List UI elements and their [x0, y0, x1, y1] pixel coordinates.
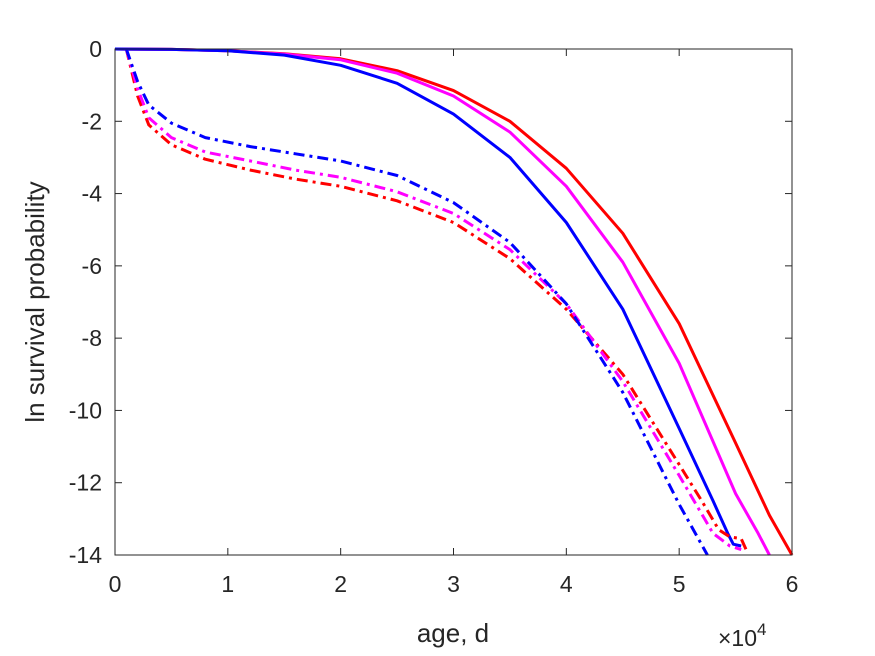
x-tick-label: 6	[786, 571, 799, 597]
y-tick-label: 0	[89, 36, 102, 62]
x-ticks: 0 1 2 3 4 5 6	[109, 49, 799, 597]
y-tick-label: -14	[69, 542, 102, 568]
x-axis-label: age, d	[417, 618, 489, 648]
series-layer	[114, 47, 794, 556]
x-tick-label: 2	[334, 571, 347, 597]
series-line-3	[114, 47, 742, 548]
x-tick-label: 3	[447, 571, 460, 597]
x-exponent-power: 4	[757, 620, 766, 639]
x-tick-label: 5	[673, 571, 686, 597]
x-tick-label: 0	[109, 571, 122, 597]
series-line-5	[124, 48, 742, 552]
y-axis-label: ln survival probability	[20, 181, 50, 422]
y-tick-label: -8	[82, 325, 102, 351]
y-tick-label: -2	[82, 108, 102, 134]
x-tick-label: 4	[560, 571, 573, 597]
y-tick-label: -12	[69, 470, 102, 496]
x-exponent-base: ×10	[718, 625, 757, 651]
x-tick-label: 1	[221, 571, 234, 597]
x-exponent-label: ×104	[718, 620, 766, 651]
y-tick-label: -4	[82, 181, 103, 207]
y-tick-label: -6	[82, 253, 102, 279]
y-tick-label: -10	[69, 397, 102, 423]
series-line-6	[124, 48, 709, 556]
plot-area	[115, 49, 792, 555]
y-ticks: 0 -2 -4 -6 -8 -10 -12 -14	[69, 36, 792, 568]
